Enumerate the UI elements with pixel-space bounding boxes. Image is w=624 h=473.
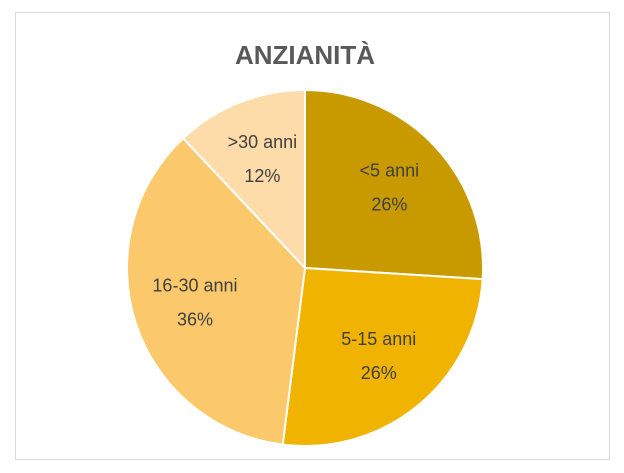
pie-slice <box>126 136 307 446</box>
slice-category-label: 5-15 anni <box>341 329 416 349</box>
slice-value-label: 12% <box>244 166 280 186</box>
slice-category-label: 16-30 anni <box>152 276 237 296</box>
slice-category-label: <5 anni <box>360 161 420 181</box>
chart-title: ANZIANITÀ <box>235 40 375 70</box>
slice-category-label: >30 anni <box>228 132 298 152</box>
slice-value-label: 26% <box>371 195 407 215</box>
pie-slice <box>281 266 484 447</box>
pie-slice <box>181 88 306 271</box>
pie-slice <box>304 88 484 281</box>
pie <box>126 88 484 447</box>
slice-value-label: 26% <box>361 363 397 383</box>
slice-value-label: 36% <box>177 310 213 330</box>
